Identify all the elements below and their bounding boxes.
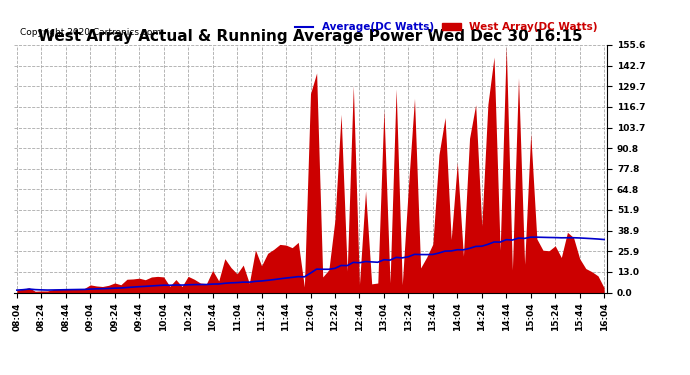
Title: West Array Actual & Running Average Power Wed Dec 30 16:15: West Array Actual & Running Average Powe… (38, 29, 583, 44)
Legend: Average(DC Watts), West Array(DC Watts): Average(DC Watts), West Array(DC Watts) (290, 18, 602, 36)
Text: Copyright 2020 Cartronics.com: Copyright 2020 Cartronics.com (20, 28, 161, 37)
